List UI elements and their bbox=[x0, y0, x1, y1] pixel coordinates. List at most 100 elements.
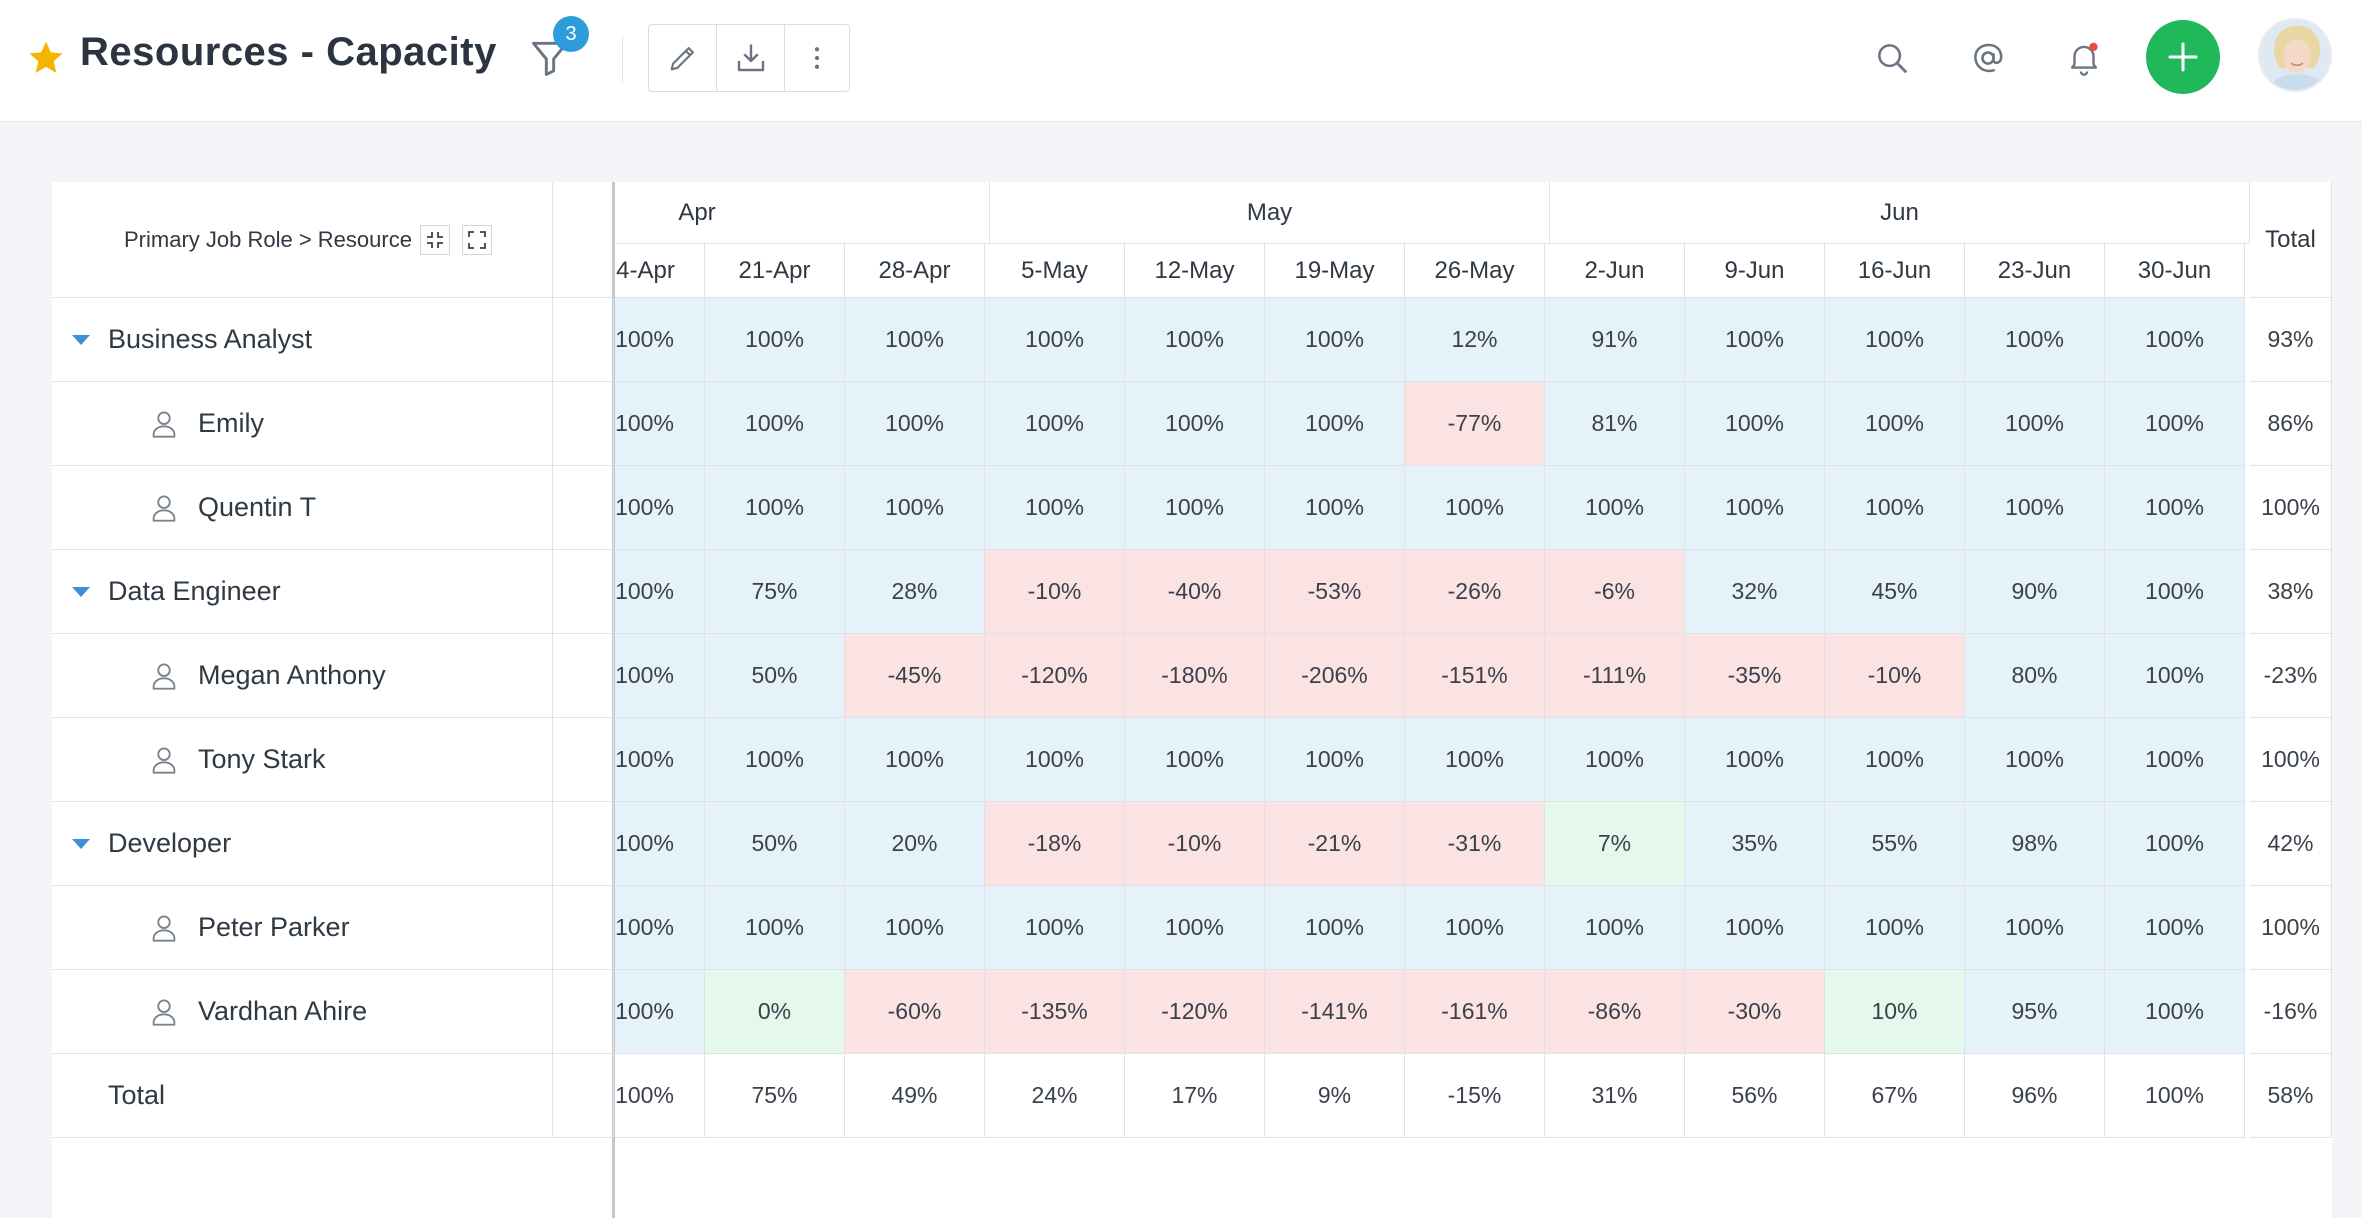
capacity-cell[interactable]: 100% bbox=[615, 634, 705, 718]
group-row-label[interactable]: Business Analyst bbox=[52, 298, 552, 382]
capacity-cell[interactable]: 100% bbox=[615, 298, 705, 382]
capacity-cell[interactable]: 100% bbox=[845, 718, 985, 802]
capacity-cell[interactable]: -18% bbox=[985, 802, 1125, 886]
capacity-cell[interactable]: 10% bbox=[1825, 970, 1965, 1054]
capacity-cell[interactable]: 100% bbox=[2105, 634, 2245, 718]
capacity-cell[interactable]: -206% bbox=[1265, 634, 1405, 718]
filter-count-badge[interactable]: 3 bbox=[553, 16, 589, 52]
capacity-cell[interactable]: -135% bbox=[985, 970, 1125, 1054]
capacity-cell[interactable]: -45% bbox=[845, 634, 985, 718]
capacity-cell[interactable]: 100% bbox=[705, 382, 845, 466]
capacity-cell[interactable]: 100% bbox=[1265, 886, 1405, 970]
capacity-cell[interactable]: -21% bbox=[1265, 802, 1405, 886]
expand-all-button[interactable] bbox=[461, 224, 492, 255]
capacity-cell[interactable]: 100% bbox=[615, 886, 705, 970]
capacity-cell[interactable]: 100% bbox=[1965, 466, 2105, 550]
capacity-cell[interactable]: 7% bbox=[1545, 802, 1685, 886]
capacity-cell[interactable]: -60% bbox=[845, 970, 985, 1054]
caret-down-icon[interactable] bbox=[72, 586, 90, 597]
capacity-cell[interactable]: 100% bbox=[1685, 886, 1825, 970]
capacity-cell[interactable]: 100% bbox=[1825, 718, 1965, 802]
capacity-cell[interactable]: 100% bbox=[1265, 298, 1405, 382]
capacity-cell[interactable]: 49% bbox=[845, 1054, 985, 1138]
resource-row-label[interactable]: Peter Parker bbox=[52, 886, 552, 970]
capacity-cell[interactable]: 56% bbox=[1685, 1054, 1825, 1138]
capacity-cell[interactable]: 20% bbox=[845, 802, 985, 886]
capacity-cell[interactable]: 100% bbox=[1965, 886, 2105, 970]
capacity-cell[interactable]: 100% bbox=[615, 970, 705, 1054]
capacity-cell[interactable]: 100% bbox=[1125, 298, 1265, 382]
capacity-cell[interactable]: 100% bbox=[1545, 886, 1685, 970]
capacity-cell[interactable]: 100% bbox=[615, 466, 705, 550]
caret-down-icon[interactable] bbox=[72, 334, 90, 345]
capacity-cell[interactable]: 80% bbox=[1965, 634, 2105, 718]
capacity-cell[interactable]: 100% bbox=[985, 382, 1125, 466]
capacity-cell[interactable]: 75% bbox=[705, 1054, 845, 1138]
resource-row-label[interactable]: Emily bbox=[52, 382, 552, 466]
capacity-cell[interactable]: 100% bbox=[2105, 382, 2245, 466]
capacity-cell[interactable]: 100% bbox=[985, 466, 1125, 550]
resource-row-label[interactable]: Vardhan Ahire bbox=[52, 970, 552, 1054]
add-button[interactable] bbox=[2146, 20, 2220, 94]
capacity-cell[interactable]: -6% bbox=[1545, 550, 1685, 634]
capacity-cell[interactable]: 100% bbox=[615, 1054, 705, 1138]
capacity-cell[interactable]: -86% bbox=[1545, 970, 1685, 1054]
caret-down-icon[interactable] bbox=[72, 838, 90, 849]
capacity-cell[interactable]: 100% bbox=[705, 718, 845, 802]
capacity-cell[interactable]: 91% bbox=[1545, 298, 1685, 382]
capacity-cell[interactable]: 12% bbox=[1405, 298, 1545, 382]
capacity-cell[interactable]: -31% bbox=[1405, 802, 1545, 886]
edit-button[interactable] bbox=[649, 25, 717, 91]
capacity-cell[interactable]: -120% bbox=[1125, 970, 1265, 1054]
capacity-cell[interactable]: 100% bbox=[1965, 382, 2105, 466]
resource-row-label[interactable]: Megan Anthony bbox=[52, 634, 552, 718]
capacity-cell[interactable]: 100% bbox=[985, 718, 1125, 802]
group-row-label[interactable]: Developer bbox=[52, 802, 552, 886]
group-row-label[interactable]: Data Engineer bbox=[52, 550, 552, 634]
capacity-cell[interactable]: -10% bbox=[985, 550, 1125, 634]
capacity-cell[interactable]: 28% bbox=[845, 550, 985, 634]
capacity-cell[interactable]: -40% bbox=[1125, 550, 1265, 634]
capacity-cell[interactable]: 96% bbox=[1965, 1054, 2105, 1138]
resource-row-label[interactable]: Tony Stark bbox=[52, 718, 552, 802]
capacity-cell[interactable]: 100% bbox=[1405, 466, 1545, 550]
capacity-cell[interactable]: -161% bbox=[1405, 970, 1545, 1054]
capacity-cell[interactable]: -120% bbox=[985, 634, 1125, 718]
capacity-cell[interactable]: -10% bbox=[1825, 634, 1965, 718]
capacity-cell[interactable]: 50% bbox=[705, 634, 845, 718]
capacity-cell[interactable]: 100% bbox=[1125, 382, 1265, 466]
collapse-all-button[interactable] bbox=[419, 224, 450, 255]
capacity-cell[interactable]: 100% bbox=[2105, 1054, 2245, 1138]
capacity-cell[interactable]: 100% bbox=[1685, 466, 1825, 550]
capacity-cell[interactable]: 0% bbox=[705, 970, 845, 1054]
capacity-cell[interactable]: 100% bbox=[985, 298, 1125, 382]
capacity-cell[interactable]: 100% bbox=[1965, 298, 2105, 382]
capacity-cell[interactable]: 100% bbox=[845, 382, 985, 466]
capacity-cell[interactable]: 100% bbox=[615, 718, 705, 802]
capacity-cell[interactable]: 100% bbox=[1825, 298, 1965, 382]
capacity-cell[interactable]: 100% bbox=[1825, 466, 1965, 550]
notifications-button[interactable] bbox=[2064, 38, 2104, 78]
download-button[interactable] bbox=[717, 25, 785, 91]
capacity-cell[interactable]: -53% bbox=[1265, 550, 1405, 634]
capacity-cell[interactable]: 100% bbox=[1125, 718, 1265, 802]
capacity-cell[interactable]: 100% bbox=[615, 802, 705, 886]
capacity-cell[interactable]: 100% bbox=[1265, 718, 1405, 802]
capacity-cell[interactable]: 100% bbox=[1545, 466, 1685, 550]
capacity-cell[interactable]: 95% bbox=[1965, 970, 2105, 1054]
capacity-cell[interactable]: 100% bbox=[845, 886, 985, 970]
capacity-cell[interactable]: 100% bbox=[1685, 718, 1825, 802]
capacity-cell[interactable]: 45% bbox=[1825, 550, 1965, 634]
capacity-cell[interactable]: 100% bbox=[2105, 466, 2245, 550]
capacity-cell[interactable]: 100% bbox=[705, 298, 845, 382]
mentions-button[interactable] bbox=[1968, 38, 2008, 78]
capacity-cell[interactable]: 100% bbox=[2105, 718, 2245, 802]
capacity-cell[interactable]: 100% bbox=[2105, 886, 2245, 970]
capacity-cell[interactable]: 100% bbox=[1825, 886, 1965, 970]
capacity-cell[interactable]: 98% bbox=[1965, 802, 2105, 886]
capacity-cell[interactable]: -151% bbox=[1405, 634, 1545, 718]
capacity-cell[interactable]: 100% bbox=[985, 886, 1125, 970]
capacity-cell[interactable]: 100% bbox=[845, 466, 985, 550]
capacity-cell[interactable]: 100% bbox=[615, 550, 705, 634]
capacity-cell[interactable]: 67% bbox=[1825, 1054, 1965, 1138]
